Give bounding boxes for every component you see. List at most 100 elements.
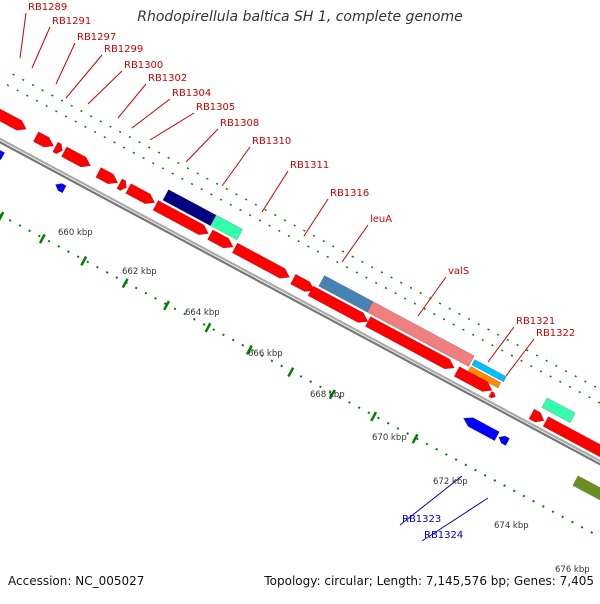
kbp-tick-labels: 660 kbp 662 kbp 664 kbp 666 kbp 668 kbp 670 k… [58,228,590,575]
gene-label-rb1304[interactable]: RB1304 [172,88,211,99]
backbone-line [0,141,600,466]
leader-line-leua [341,224,369,263]
gene-mint [541,397,576,424]
leader-line-rb1291 [31,26,51,69]
gene-rb1305 [162,189,217,227]
leader-line-rb1324 [421,497,489,542]
gene-blue-a [0,150,6,161]
gene-label-vals[interactable]: valS [448,266,469,277]
major-tick-mark [163,300,171,311]
gene-rb1304 [125,183,156,205]
gene-rb1310 [152,200,209,236]
gene-label-rb1300[interactable]: RB1300 [124,60,163,71]
tick-dot-track-1 [6,84,600,404]
tick-dot-track-0 [12,73,600,391]
kbp-tick-label: 670 kbp [372,433,407,443]
leader-line-rb1302 [117,83,147,119]
major-tick-mark [204,322,212,333]
tick-dot-tracks [0,73,600,539]
leader-line-rb1323 [399,475,463,526]
kbp-tick-label: 672 kbp [433,477,468,487]
gene-label-rb1310[interactable]: RB1310 [252,136,291,147]
gene-rb1324 [498,435,510,446]
gene-label-rb1297[interactable]: RB1297 [77,32,116,43]
kbp-tick-label: 666 kbp [248,349,283,359]
kbp-tick-label: 664 kbp [185,308,220,318]
leader-line-rb1299 [65,54,103,99]
leader-line-rb1304 [131,98,171,129]
gene-label-rb1323[interactable]: RB1323 [402,514,441,525]
gene-red-a [528,408,545,423]
leader-line-rb1322 [505,338,535,377]
gene-label-rb1291[interactable]: RB1291 [52,16,91,27]
gene-leua [318,275,374,313]
gene-small-red [488,390,496,399]
label-leader-lines [19,12,535,542]
leader-line-rb1321 [487,326,515,363]
kbp-tick-label: 676 kbp [555,565,590,575]
major-tick-mark [370,411,378,422]
kbp-tick-label: 660 kbp [58,228,93,238]
gene-rb1322 [467,366,502,389]
gene-rb1322-block [453,366,493,392]
gene-vals [366,301,475,367]
gene-rb1323 [463,417,500,442]
gene-label-rb1289[interactable]: RB1289 [28,2,67,13]
gene-blue-b [55,183,67,194]
leader-line-rb1305 [149,112,195,141]
major-tick-mark [0,211,5,221]
backbone-line [0,137,600,463]
major-tick-mark [411,433,419,444]
genome-backbone [0,137,600,466]
leader-line-rb1308 [185,128,219,163]
gene-rb1291 [32,131,54,148]
gene-rb1311 [207,229,234,249]
gene-rb1302 [116,178,127,191]
gene-rb1297 [52,141,63,155]
gene-label-rb1316[interactable]: RB1316 [330,188,369,199]
gene-label-rb1305[interactable]: RB1305 [196,102,235,113]
gene-rb1308 [210,214,243,241]
leader-line-vals [417,276,447,317]
gene-vals-block [364,316,455,370]
kbp-tick-label: 668 kbp [310,390,345,400]
map-title: Rhodopirellula baltica SH 1, complete ge… [137,9,463,25]
leader-line-rb1311 [261,170,289,213]
gene-label-leua[interactable]: leuA [370,214,392,225]
gene-rb1289 [0,105,27,131]
gene-label-rb1299[interactable]: RB1299 [104,44,143,55]
major-tick-mark [245,344,253,355]
kbp-tick-label: 662 kbp [122,267,157,277]
gene-label-rb1302[interactable]: RB1302 [148,73,187,84]
kbp-tick-label: 674 kbp [494,521,529,531]
leader-line-rb1297 [55,42,76,85]
leader-line-rb1289 [19,12,27,59]
major-tick-mark [80,255,88,266]
tick-dot-track-2 [0,213,600,539]
gene-label-rb1324[interactable]: RB1324 [424,530,463,541]
major-tick-mark [328,389,336,400]
genome-summary-text: Topology: circular; Length: 7,145,576 bp… [264,574,594,588]
gene-features [0,105,600,511]
leader-line-rb1300 [87,70,123,105]
major-tick-mark [287,367,295,378]
gene-leua-block [307,285,369,323]
major-tick-mark [121,278,129,289]
gene-rb1316a [231,242,290,279]
leader-line-rb1310 [221,146,251,187]
gene-rb1299 [61,146,92,168]
gene-rb1316b [290,273,315,292]
gene-label-rb1322[interactable]: RB1322 [536,328,575,339]
gene-olive [572,475,600,511]
gene-label-rb1308[interactable]: RB1308 [220,118,259,129]
accession-text: Accession: NC_005027 [8,574,145,588]
gene-label-rb1321[interactable]: RB1321 [516,316,555,327]
leader-line-rb1316 [303,198,329,237]
gene-rb1321 [471,359,507,383]
gene-label-rb1311[interactable]: RB1311 [290,160,329,171]
gene-red-b [542,416,600,464]
major-tick-mark [38,233,46,244]
